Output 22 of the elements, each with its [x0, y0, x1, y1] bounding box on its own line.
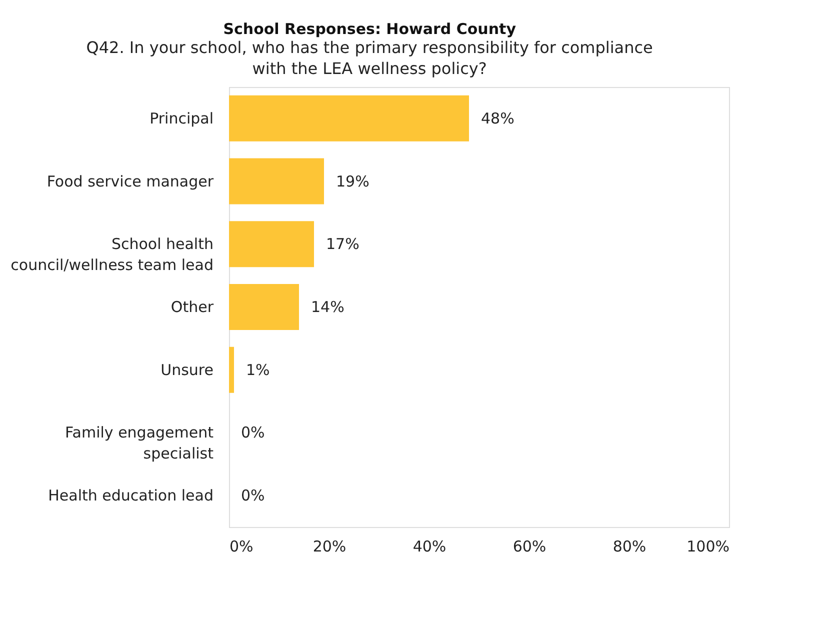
data-label: 17% — [326, 235, 360, 254]
chart-title: School Responses: Howard County — [223, 20, 516, 38]
y-tick-label: Other — [170, 298, 214, 316]
data-label: 0% — [241, 486, 265, 505]
y-tick-label: Family engagement specialist — [65, 424, 214, 463]
data-label: 48% — [481, 109, 514, 128]
data-label: 1% — [246, 360, 270, 379]
x-tick-label: 40% — [412, 538, 446, 556]
chart-subtitle: Q42. In your school, who has the primary responsibility for compliance with the LEA wellness policy? — [86, 38, 653, 78]
x-tick-label: 0% — [230, 538, 254, 556]
y-tick-label: Food service manager — [46, 172, 214, 190]
data-label: 19% — [336, 172, 370, 190]
y-tick-label: Unsure — [160, 360, 214, 379]
x-tick-label: 80% — [612, 538, 646, 556]
x-tick-label: 100% — [686, 538, 730, 556]
x-tick-label: 20% — [312, 538, 346, 556]
y-tick-label: School health council/wellness team lead — [10, 235, 214, 274]
y-tick-label: Principal — [150, 109, 214, 128]
data-label: 0% — [241, 424, 265, 442]
data-label: 14% — [311, 298, 344, 316]
x-tick-label: 60% — [512, 538, 546, 556]
y-tick-label: Health education lead — [48, 486, 214, 505]
